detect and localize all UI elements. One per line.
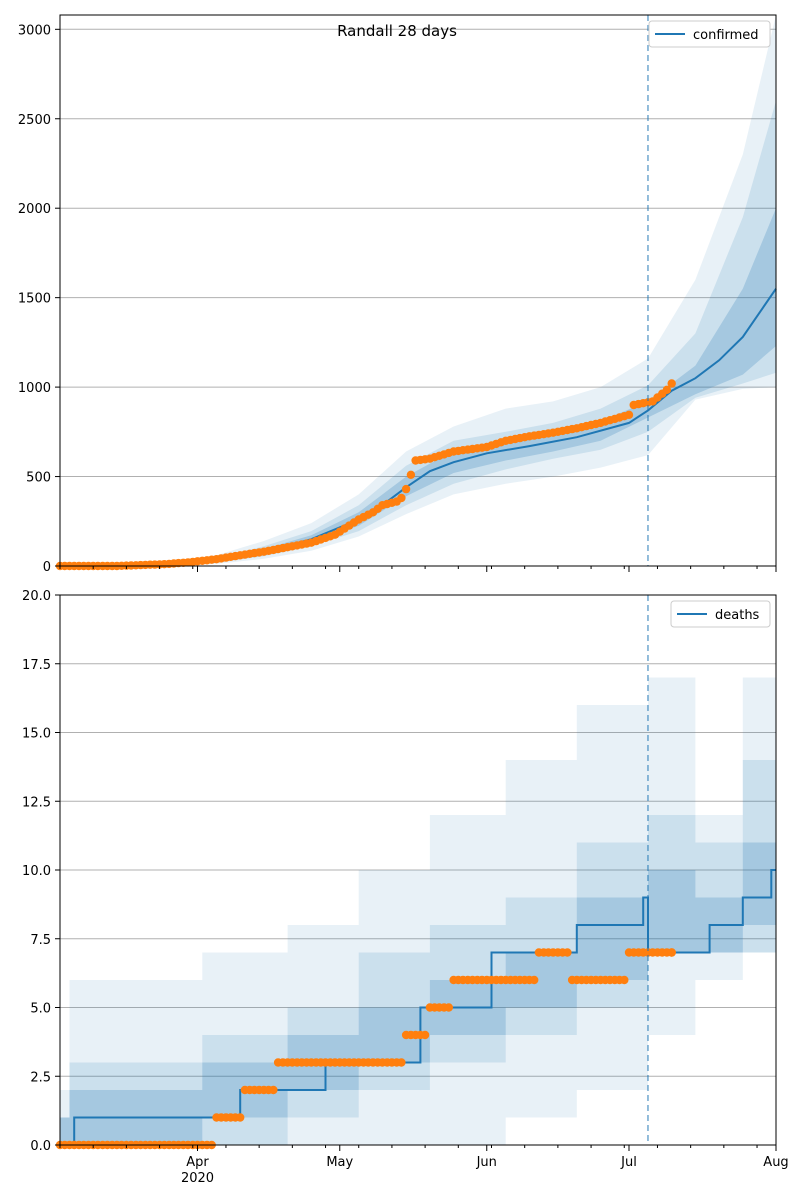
y-tick-label: 0 [43,560,51,575]
y-tick-label: 0.0 [30,1139,51,1154]
observed-point [397,493,406,503]
confirmed-uncertainty-bands [60,15,776,567]
observed-point [397,1058,406,1067]
confirmed-plot: 0 500 1000 1500 2000 2500 3000 Randall 28 days… [18,14,777,575]
deaths-legend: deaths [670,600,771,628]
y-tick-label: 17.5 [22,658,51,673]
y-tick-label: 2500 [18,113,51,128]
y-tick-label: 1000 [18,381,51,396]
deaths-x-axis: Apr May Jun Jul Aug 2020 [59,1145,789,1186]
x-tick-label: May [326,1155,353,1170]
chart-title: Randall 28 days [337,22,457,40]
y-tick-label: 3000 [18,23,51,38]
band-outer [60,15,776,566]
observed-point [530,975,539,985]
x-tick-label: Jul [620,1155,637,1170]
confirmed-y-axis: 0 500 1000 1500 2000 2500 3000 [18,23,60,575]
observed-point [420,1030,430,1040]
band-outer [60,595,776,1145]
deaths-observed-points [55,948,676,1150]
y-tick-label: 2.5 [30,1070,51,1085]
observed-point [406,470,416,479]
deaths-plot: 0.0 2.5 5.0 7.5 10.0 12.5 15.0 17.5 20.0 Apr May J… [22,589,789,1186]
y-tick-label: 12.5 [22,795,51,810]
band-middle [60,100,776,567]
y-tick-label: 1500 [18,292,51,307]
confirmed-legend: confirmed [648,20,771,48]
series-line-deaths [60,869,776,1146]
observed-point [444,1003,453,1012]
confirmed-legend-box [648,20,771,48]
y-tick-label: 15.0 [22,727,51,742]
deaths-model-line [60,869,776,1146]
y-tick-label: 20.0 [22,589,51,604]
confirmed-plot-area [60,15,776,566]
band-inner [60,787,776,1145]
confirmed-legend-label: confirmed [693,28,759,43]
y-tick-label: 5.0 [30,1002,51,1017]
y-tick-label: 10.0 [22,864,51,879]
x-year-label: 2020 [181,1171,214,1186]
deaths-uncertainty-bands [60,595,776,1145]
x-tick-label: Apr [186,1155,209,1170]
observed-point [662,385,672,394]
x-tick-label: Jun [476,1155,497,1170]
confirmed-x-axis [59,566,777,572]
observed-point [236,1113,245,1122]
y-tick-label: 7.5 [30,933,51,948]
observed-point [667,379,676,388]
observed-point [563,948,572,957]
observed-point [624,410,634,419]
deaths-legend-label: deaths [715,608,760,623]
observed-point [620,975,629,985]
y-tick-label: 500 [26,471,51,486]
deaths-y-axis: 0.0 2.5 5.0 7.5 10.0 12.5 15.0 17.5 20.0 [22,589,60,1154]
observed-point [667,948,676,957]
band-middle [60,705,776,1145]
y-tick-label: 2000 [18,202,51,217]
x-tick-label: Aug [763,1155,788,1170]
observed-point [269,1085,278,1095]
deaths-legend-box [670,600,771,628]
observed-point [401,484,411,494]
confirmed-plot-border [59,14,777,567]
